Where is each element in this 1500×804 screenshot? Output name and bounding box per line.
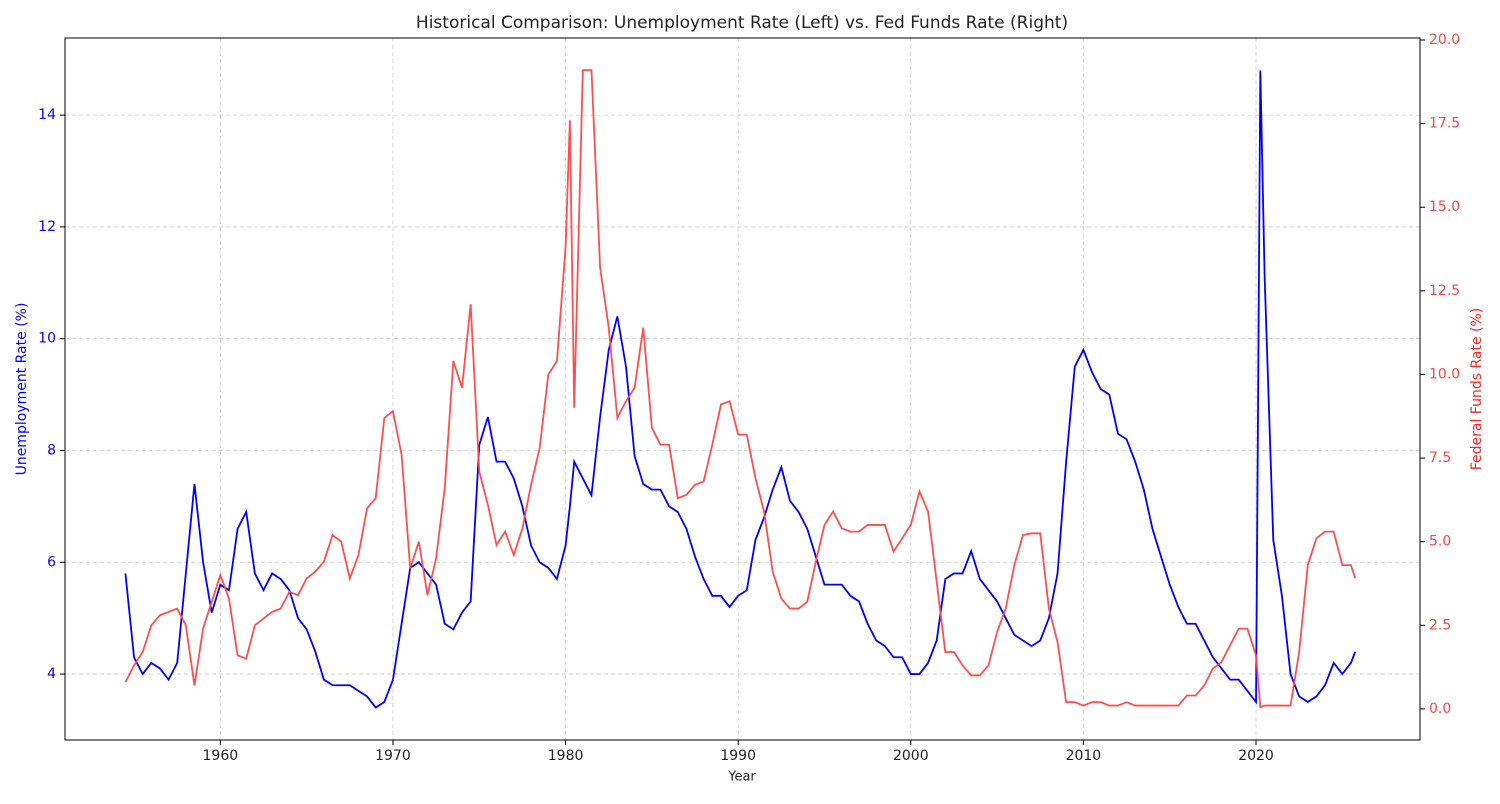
chart-title: Historical Comparison: Unemployment Rate… bbox=[416, 13, 1068, 33]
plot-frame bbox=[64, 37, 1421, 741]
y2-tick-label: 10.0 bbox=[1429, 366, 1460, 382]
x-tick-label: 2010 bbox=[1066, 748, 1102, 764]
y2-tick-label: 15.0 bbox=[1429, 199, 1460, 215]
x-tick-label: 1990 bbox=[720, 748, 756, 764]
y2-tick-label: 2.5 bbox=[1429, 617, 1451, 633]
x-tick-label: 1960 bbox=[203, 748, 239, 764]
y-tick-label: 14 bbox=[38, 107, 56, 123]
x-tick-label: 1970 bbox=[375, 748, 411, 764]
y-tick-label: 12 bbox=[38, 219, 56, 235]
y-axis-label: Unemployment Rate (%) bbox=[14, 303, 30, 476]
data-line bbox=[124, 70, 1357, 709]
x-tick-label: 2000 bbox=[893, 748, 929, 764]
y2-tick-label: 5.0 bbox=[1429, 534, 1451, 550]
x-tick-label: 1980 bbox=[548, 748, 584, 764]
y2-axis-label: Federal Funds Rate (%) bbox=[1469, 308, 1485, 471]
y2-tick-label: 17.5 bbox=[1429, 116, 1460, 132]
x-tick-label: 2020 bbox=[1238, 748, 1274, 764]
y2-tick-label: 20.0 bbox=[1429, 32, 1460, 48]
y2-tick-label: 7.5 bbox=[1429, 450, 1451, 466]
y2-tick-label: 0.0 bbox=[1429, 701, 1451, 717]
y2-tick-label: 12.5 bbox=[1429, 283, 1460, 299]
y-tick-label: 4 bbox=[47, 666, 56, 682]
y-tick-label: 6 bbox=[47, 554, 56, 570]
x-axis-label: Year bbox=[727, 770, 756, 785]
y-tick-label: 10 bbox=[38, 331, 56, 347]
data-line bbox=[124, 69, 1357, 709]
y-tick-label: 8 bbox=[47, 442, 56, 458]
